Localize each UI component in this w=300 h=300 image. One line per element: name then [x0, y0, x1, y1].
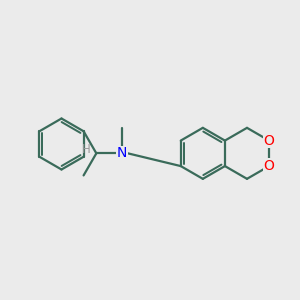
Text: O: O	[264, 134, 274, 148]
Text: O: O	[264, 159, 274, 173]
Text: H: H	[82, 143, 91, 156]
Text: N: N	[117, 146, 127, 160]
